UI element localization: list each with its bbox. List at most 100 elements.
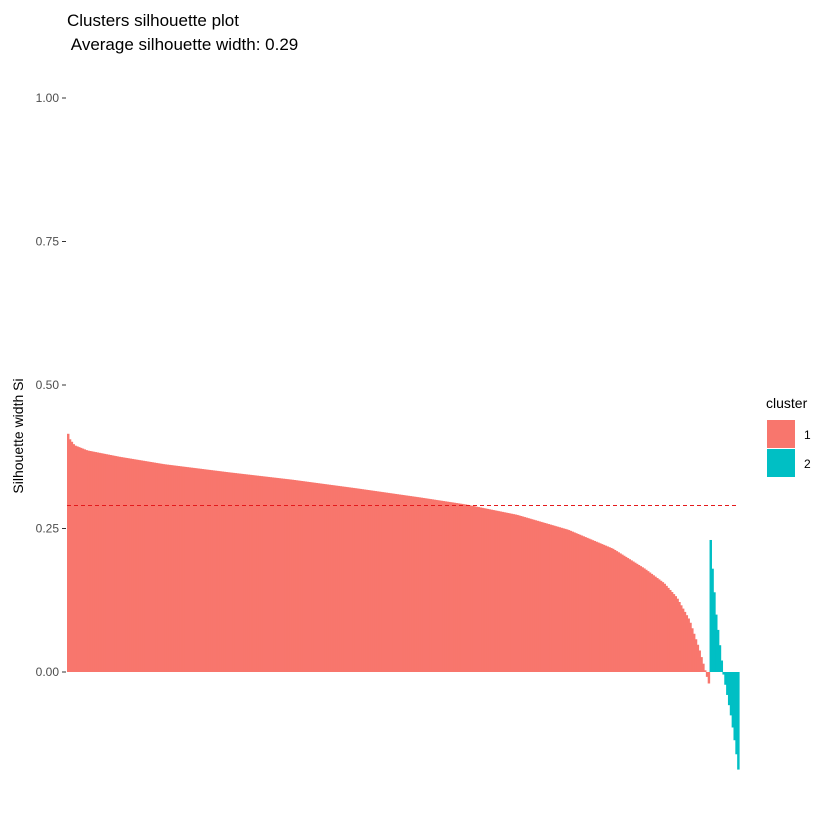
silhouette-bar-cluster-1 [267,476,271,672]
silhouette-bar-cluster-1 [181,466,184,672]
silhouette-bar-cluster-1 [105,454,109,672]
silhouette-bar-cluster-1 [536,520,539,672]
silhouette-bar-cluster-1 [280,478,284,672]
silhouette-bar-cluster-1 [495,510,499,672]
silhouette-bar-cluster-1 [269,477,272,672]
silhouette-bar-cluster-1 [247,474,250,672]
silhouette-bar-cluster-1 [586,537,589,672]
silhouette-bar-cluster-1 [262,476,265,672]
silhouette-bar-cluster-1 [232,472,236,672]
silhouette-bar-cluster-1 [389,493,392,672]
silhouette-bar-cluster-2 [713,592,716,672]
silhouette-bar-cluster-1 [466,504,469,672]
silhouette-bar-cluster-1 [332,485,335,672]
silhouette-bar-cluster-1 [588,538,591,672]
silhouette-bar-cluster-1 [514,514,517,672]
silhouette-bar-cluster-1 [413,496,416,672]
silhouette-bar-cluster-1 [494,510,497,672]
silhouette-bar-cluster-1 [628,559,631,672]
silhouette-bar-cluster-1 [492,510,495,672]
silhouette-bar-cluster-1 [365,489,368,672]
chart-title: Clusters silhouette plot [67,11,239,30]
silhouette-bar-cluster-1 [223,471,226,672]
silhouette-bar-cluster-1 [188,467,191,672]
silhouette-bar-cluster-1 [291,479,295,672]
silhouette-bar-cluster-1 [345,486,348,672]
silhouette-bar-cluster-1 [582,536,585,672]
silhouette-bar-cluster-1 [168,464,171,672]
silhouette-bar-cluster-1 [70,441,74,672]
silhouette-bar-cluster-1 [72,444,75,672]
silhouette-bar-cluster-1 [553,525,556,672]
silhouette-bar-cluster-1 [600,544,604,672]
silhouette-bar-cluster-1 [357,488,361,672]
silhouette-bar-cluster-1 [249,474,252,672]
silhouette-bar-cluster-1 [197,468,201,672]
silhouette-bar-cluster-1 [499,511,503,672]
silhouette-bar-cluster-1 [652,575,655,672]
silhouette-bar-cluster-1 [554,526,558,672]
silhouette-bar-cluster-1 [229,472,232,672]
silhouette-bar-cluster-1 [403,495,407,672]
silhouette-bar-cluster-1 [194,468,197,672]
silhouette-bar-cluster-1 [78,447,81,672]
silhouette-bar-cluster-1 [610,547,613,672]
silhouette-bar-cluster-1 [100,453,103,672]
silhouette-bar-cluster-1 [685,615,689,672]
silhouette-bar-cluster-1 [400,494,403,672]
silhouette-bar-cluster-1 [333,485,337,672]
silhouette-bar-cluster-1 [405,495,409,672]
silhouette-bar-cluster-1 [330,484,333,672]
silhouette-bar-cluster-1 [608,547,611,672]
silhouette-bar-cluster-1 [96,452,99,672]
silhouette-bar-cluster-1 [497,511,501,672]
silhouette-bar-cluster-1 [431,499,434,672]
silhouette-bar-cluster-1 [707,672,711,684]
silhouette-bar-cluster-1 [510,513,514,672]
silhouette-bar-cluster-1 [477,507,480,672]
silhouette-bar-cluster-1 [370,490,374,672]
silhouette-bar-cluster-1 [530,519,534,672]
silhouette-bar-cluster-1 [597,542,600,672]
legend: cluster 1 2 [766,395,811,477]
silhouette-bar-cluster-1 [449,502,453,672]
silhouette-bar-cluster-1 [646,571,650,672]
silhouette-bar-cluster-1 [155,462,158,672]
silhouette-bar-cluster-1 [171,465,175,672]
silhouette-bar-cluster-1 [378,491,381,672]
silhouette-bar-cluster-1 [680,605,683,672]
silhouette-bar-cluster-1 [136,459,140,672]
silhouette-bar-cluster-1 [624,556,628,672]
silhouette-bar-cluster-1 [173,465,177,672]
silhouette-bar-cluster-1 [265,476,269,672]
silhouette-bar-cluster-1 [324,484,328,672]
bars-group [67,433,740,770]
silhouette-bar-cluster-1 [359,488,363,672]
silhouette-bar-cluster-1 [241,473,245,672]
silhouette-bar-cluster-1 [337,485,341,672]
silhouette-bar-cluster-1 [440,500,444,672]
silhouette-bar-cluster-1 [221,471,225,672]
silhouette-bar-cluster-1 [243,474,247,672]
silhouette-bar-cluster-1 [182,466,186,672]
silhouette-bar-cluster-1 [297,480,300,672]
silhouette-bar-cluster-1 [251,475,254,672]
silhouette-bar-cluster-1 [444,501,447,672]
silhouette-bar-cluster-1 [166,464,169,672]
silhouette-bar-cluster-1 [245,474,249,672]
silhouette-bar-cluster-1 [179,466,182,672]
silhouette-bar-cluster-1 [551,525,554,672]
silhouette-bar-cluster-1 [367,490,370,672]
silhouette-bar-cluster-1 [153,462,156,672]
y-tick-label: 0.50 [36,378,60,392]
silhouette-bar-cluster-2 [735,672,738,755]
silhouette-bar-cluster-1 [157,463,160,672]
silhouette-bar-cluster-1 [657,579,661,672]
silhouette-bar-cluster-1 [113,455,116,672]
silhouette-bar-cluster-1 [383,492,387,672]
silhouette-bar-cluster-1 [457,503,460,672]
silhouette-bar-cluster-1 [599,543,602,672]
silhouette-bar-cluster-1 [260,476,263,672]
silhouette-bar-cluster-1 [131,458,134,672]
silhouette-bar-cluster-1 [661,582,665,672]
